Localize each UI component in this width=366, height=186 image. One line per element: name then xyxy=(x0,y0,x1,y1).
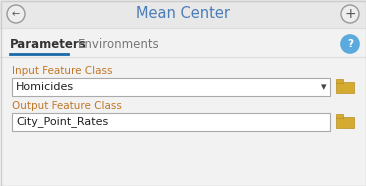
Circle shape xyxy=(341,35,359,53)
Text: Environments: Environments xyxy=(78,38,160,51)
Text: Homicides: Homicides xyxy=(16,82,74,92)
Circle shape xyxy=(341,5,359,23)
Text: Input Feature Class: Input Feature Class xyxy=(12,66,112,76)
Text: Output Feature Class: Output Feature Class xyxy=(12,101,122,111)
Text: Parameters: Parameters xyxy=(10,38,87,51)
Text: ←: ← xyxy=(12,9,20,19)
Text: City_Point_Rates: City_Point_Rates xyxy=(16,117,108,127)
FancyBboxPatch shape xyxy=(336,114,343,118)
FancyBboxPatch shape xyxy=(336,79,343,83)
FancyBboxPatch shape xyxy=(0,0,366,28)
Text: ▾: ▾ xyxy=(321,82,327,92)
Circle shape xyxy=(7,5,25,23)
FancyBboxPatch shape xyxy=(12,78,330,96)
Text: ?: ? xyxy=(347,39,353,49)
FancyBboxPatch shape xyxy=(336,117,354,128)
Text: +: + xyxy=(344,7,356,21)
FancyBboxPatch shape xyxy=(336,82,354,93)
Text: Mean Center: Mean Center xyxy=(136,7,230,22)
FancyBboxPatch shape xyxy=(12,113,330,131)
